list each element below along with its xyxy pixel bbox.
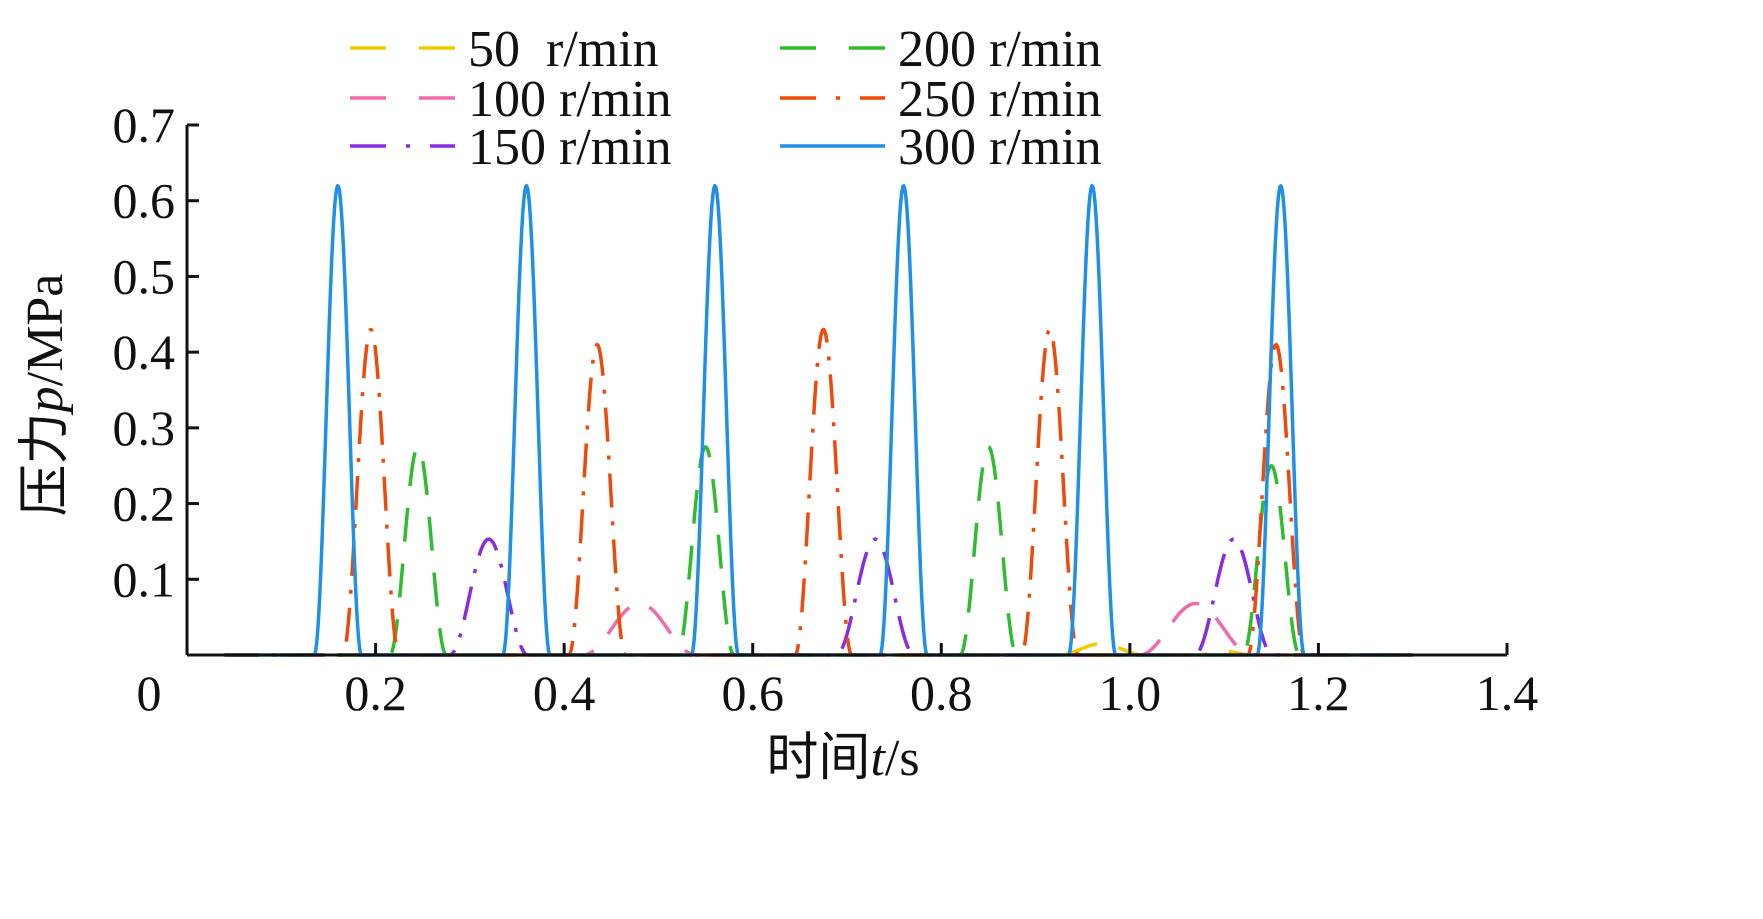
x-tick-label: 0.6: [721, 665, 784, 721]
legend-label-1: 50 r/min: [468, 21, 659, 78]
y-axis-title: 压力p/MPa: [17, 274, 74, 517]
x-tick-label: 1.0: [1099, 665, 1162, 721]
plot-lines: [223, 183, 1414, 657]
legend-label-4: 200 r/min: [898, 21, 1102, 78]
x-tick-label: 1.2: [1287, 665, 1350, 721]
x-axis-title: 时间t/s: [766, 730, 919, 787]
x-tick-label: 0.2: [344, 665, 407, 721]
x-tick-label: 0: [137, 665, 162, 721]
y-tick-label: 0.6: [113, 173, 176, 229]
legend-label-3: 150 r/min: [468, 119, 672, 176]
y-tick-label: 0.1: [113, 551, 176, 607]
y-tick-label: 0.7: [113, 97, 176, 153]
x-tick-label: 0.8: [910, 665, 973, 721]
y-tick-label: 0.4: [113, 324, 176, 380]
series-line-3: [223, 537, 1414, 657]
ticks: 0 0.2 0.4 0.6 0.8 1.0 1.2 1.4 0.1 0.2 0.3 0.4 0.5 0.6…: [113, 97, 1539, 721]
series-line-4: [223, 445, 1414, 657]
series-line-6: [223, 183, 1414, 657]
legend-label-6: 300 r/min: [898, 119, 1102, 176]
axes: [185, 125, 1507, 657]
x-tick-label: 1.4: [1476, 665, 1539, 721]
y-tick-label: 0.2: [113, 476, 176, 532]
legend-label-5: 250 r/min: [898, 71, 1102, 128]
series-line-2: [223, 601, 1414, 657]
series-line-5: [223, 327, 1414, 657]
y-tick-label: 0.3: [113, 400, 176, 456]
x-tick-label: 0.4: [533, 665, 596, 721]
y-tick-label: 0.5: [113, 248, 176, 304]
legend-label-2: 100 r/min: [468, 71, 672, 128]
